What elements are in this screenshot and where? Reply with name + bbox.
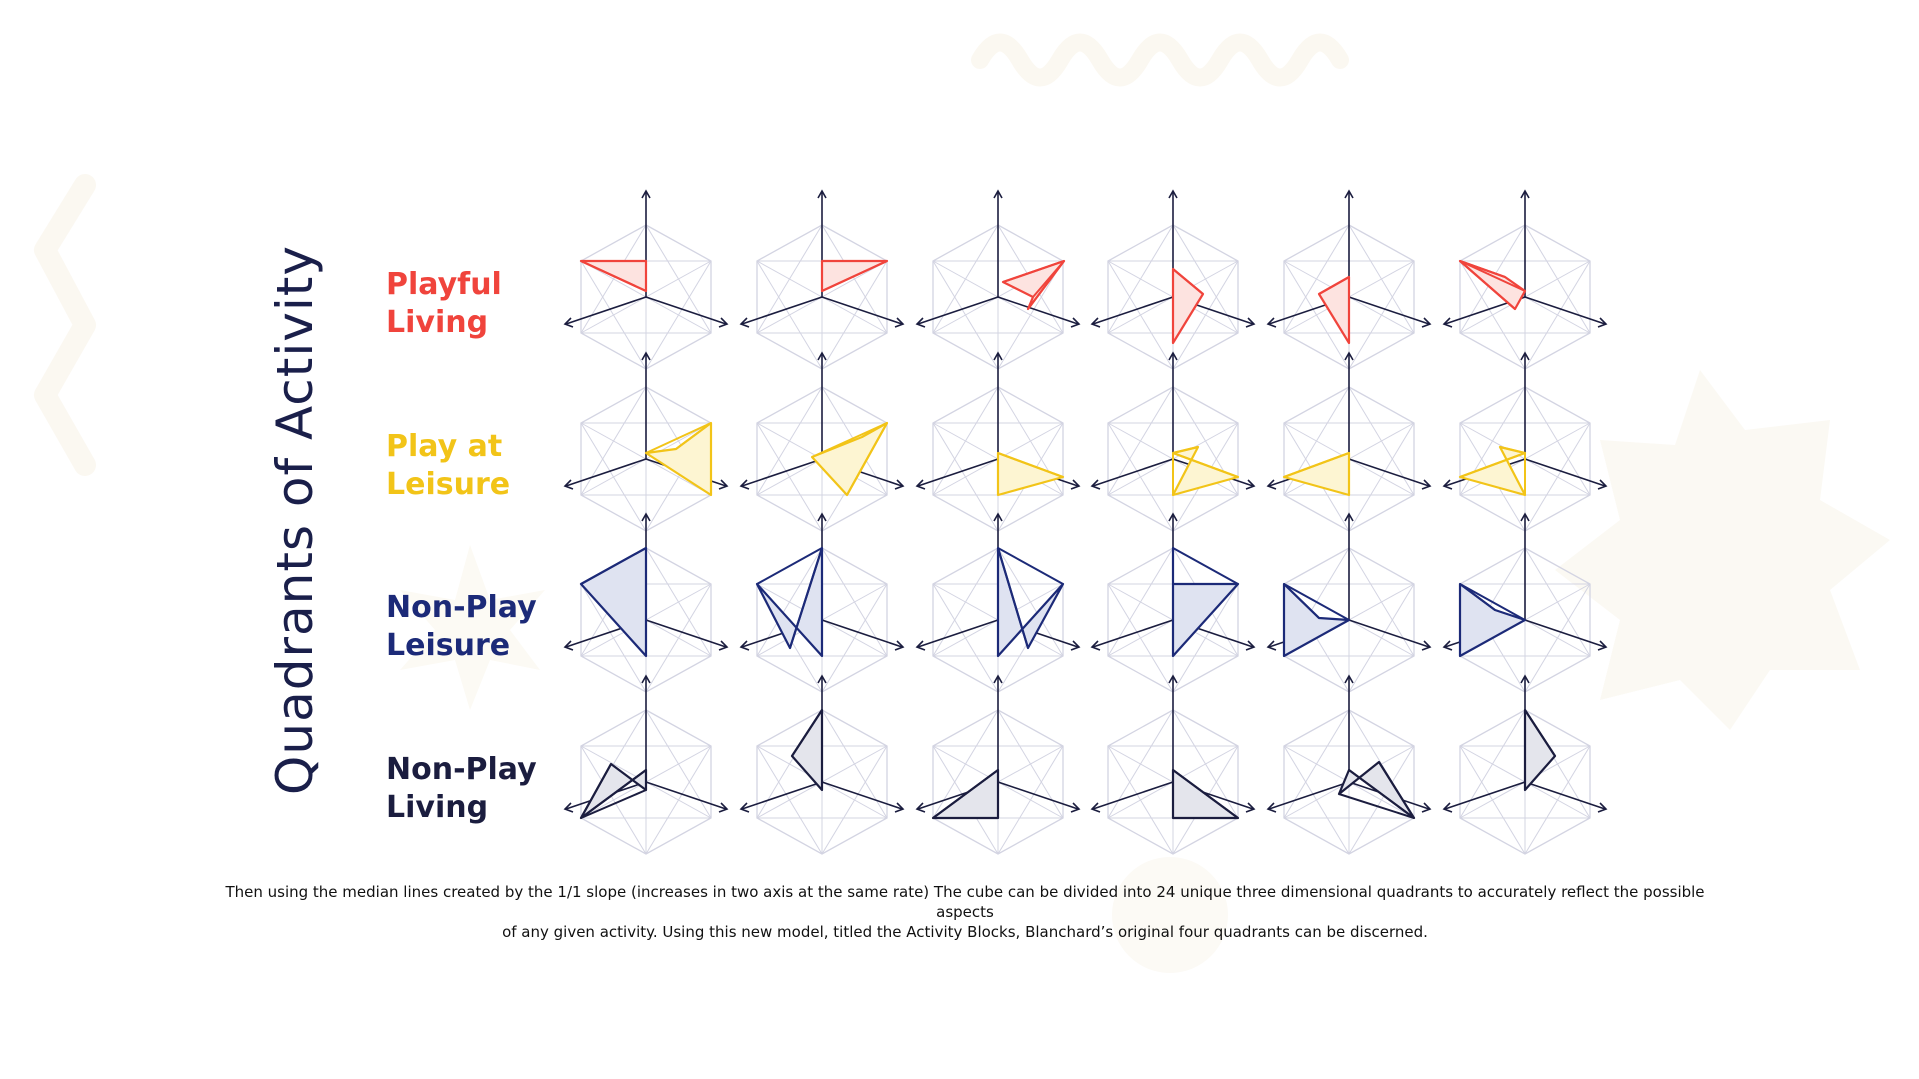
activity-cube <box>739 351 905 532</box>
row-label-line2: Leisure <box>386 467 511 502</box>
activity-cube <box>563 512 729 693</box>
row-label-line2: Leisure <box>386 628 511 663</box>
activity-cube <box>739 189 905 370</box>
activity-cube <box>915 512 1081 693</box>
activity-cube <box>739 674 905 855</box>
row-label-line2: Living <box>386 790 489 825</box>
row-label-line2: Living <box>386 305 489 340</box>
quadrant-shape <box>810 421 889 497</box>
row-label-line1: Non-Play <box>386 590 537 625</box>
activity-cube <box>1090 189 1256 370</box>
activity-cube <box>915 351 1081 532</box>
row-label-line1: Non-Play <box>386 752 537 787</box>
activity-cube <box>1090 674 1256 855</box>
activity-cube <box>563 351 729 532</box>
row-label-line1: Playful <box>386 267 502 302</box>
caption-line1: Then using the median lines created by t… <box>225 883 1705 921</box>
activity-cube <box>563 189 729 370</box>
activity-cube <box>1266 351 1432 532</box>
quadrant-shape <box>644 421 713 497</box>
activity-cube <box>1442 674 1608 855</box>
activity-cube <box>1090 512 1256 693</box>
quadrant-shape <box>1171 445 1240 497</box>
row-label-line1: Play at <box>386 429 503 464</box>
activity-cube <box>1266 189 1432 370</box>
activity-cube <box>1442 189 1608 370</box>
activity-cube <box>915 189 1081 370</box>
row-label-non-play-leisure: Non-Play Leisure <box>386 589 537 665</box>
activity-cube <box>915 674 1081 855</box>
caption-line2: of any given activity. Using this new mo… <box>502 923 1428 941</box>
activity-cube <box>1266 512 1432 693</box>
activity-cube <box>1442 351 1608 532</box>
quadrant-shape <box>1458 445 1527 497</box>
row-label-non-play-living: Non-Play Living <box>386 751 537 827</box>
quadrant-shape <box>1458 582 1527 658</box>
activity-cube <box>1266 674 1432 855</box>
row-label-play-at-leisure: Play at Leisure <box>386 428 510 504</box>
activity-cube <box>739 512 905 693</box>
row-label-playful-living: Playful Living <box>386 266 502 342</box>
caption: Then using the median lines created by t… <box>215 882 1715 942</box>
activity-cube <box>563 674 729 855</box>
activity-cube <box>1090 351 1256 532</box>
activity-cube <box>1442 512 1608 693</box>
